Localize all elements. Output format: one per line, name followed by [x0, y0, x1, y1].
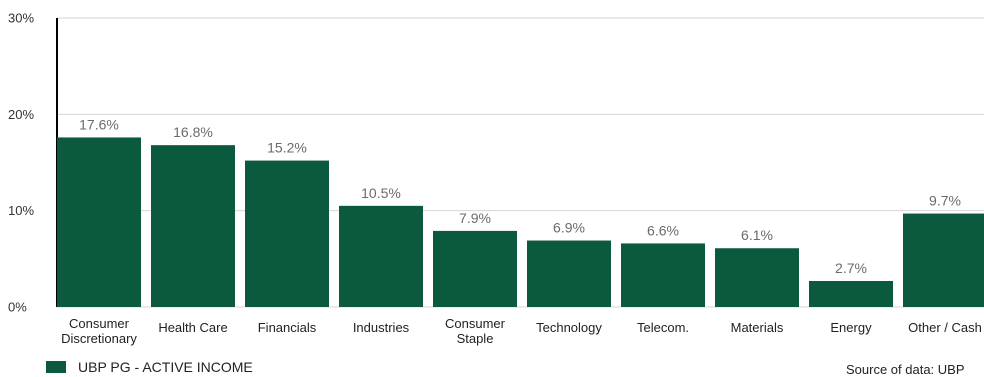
- legend-label: UBP PG - ACTIVE INCOME: [78, 359, 253, 375]
- bar: [809, 281, 893, 307]
- data-label: 6.9%: [553, 220, 585, 236]
- category-label: Other / Cash: [908, 320, 982, 335]
- category-label: Health Care: [158, 320, 227, 335]
- source-note: Source of data: UBP: [846, 362, 965, 377]
- bar: [621, 243, 705, 307]
- category-label: Telecom.: [637, 320, 689, 335]
- legend-swatch: [46, 361, 66, 373]
- category-label: Consumer Staple: [445, 316, 506, 346]
- bar: [151, 145, 235, 307]
- data-label: 6.6%: [647, 222, 679, 238]
- category-label: Financials: [258, 320, 317, 335]
- bar: [57, 137, 141, 307]
- legend: UBP PG - ACTIVE INCOME: [46, 359, 253, 375]
- bar-chart: 0% 10% 20% 30% 17.6% Consumer Discretionary 16.…: [0, 0, 984, 355]
- y-tick-label: 10%: [8, 203, 34, 218]
- bar: [715, 248, 799, 307]
- category-label: Technology: [536, 320, 602, 335]
- data-label: 2.7%: [835, 260, 867, 276]
- bar: [527, 241, 611, 307]
- bar: [903, 214, 984, 307]
- data-label: 15.2%: [267, 140, 307, 156]
- y-tick-label: 20%: [8, 107, 34, 122]
- data-label: 17.6%: [79, 116, 119, 132]
- data-label: 7.9%: [459, 210, 491, 226]
- data-label: 10.5%: [361, 185, 401, 201]
- category-label: Energy: [830, 320, 872, 335]
- data-label: 6.1%: [741, 227, 773, 243]
- category-label: Materials: [731, 320, 784, 335]
- data-label: 16.8%: [173, 124, 213, 140]
- bar: [433, 231, 517, 307]
- data-label: 9.7%: [929, 193, 961, 209]
- y-tick-label: 30%: [8, 10, 34, 25]
- category-label: Consumer Discretionary: [61, 316, 137, 346]
- category-label: Industries: [353, 320, 410, 335]
- bar: [245, 161, 329, 307]
- y-tick-label: 0%: [8, 299, 27, 314]
- bar: [339, 206, 423, 307]
